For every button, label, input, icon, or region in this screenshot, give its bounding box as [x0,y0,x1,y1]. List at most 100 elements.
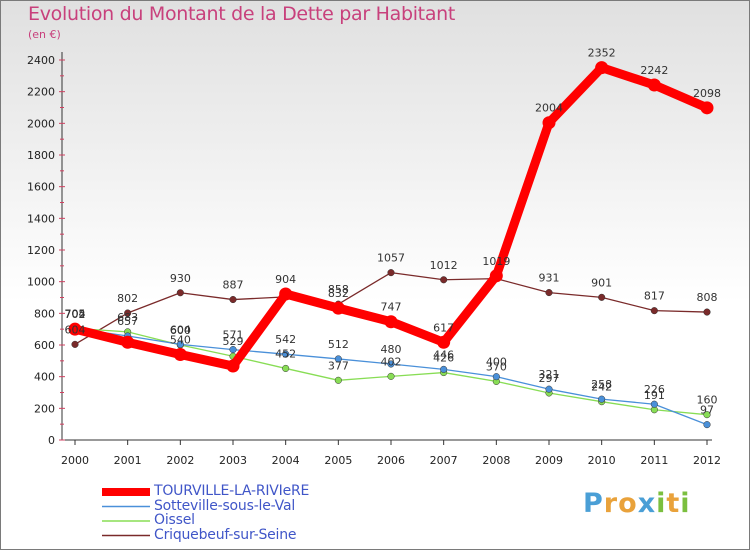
y-tick-label: 800 [34,307,55,320]
x-tick-label: 2007 [430,454,458,467]
data-label: 817 [644,290,665,303]
data-label: 683 [117,311,138,324]
logo-letter: i [680,488,691,519]
x-tick-label: 2001 [114,454,142,467]
data-label: 2242 [640,64,668,77]
data-label: 604 [65,323,86,336]
logo-letter: o [618,488,638,519]
data-point [229,346,237,354]
x-tick-label: 2006 [377,454,405,467]
data-point [650,400,658,408]
data-label: 226 [644,383,665,396]
y-tick-label: 2400 [27,54,55,67]
data-point [700,101,714,115]
data-label: 887 [223,279,244,292]
data-point [282,350,290,358]
chart-title: Evolution du Montant de la Dette par Hab… [28,3,456,25]
logo-letter: P [583,488,604,519]
data-label: 512 [328,338,349,351]
data-label: 321 [539,368,560,381]
data-label: 540 [170,334,191,347]
data-label: 930 [170,272,191,285]
logo-letter: x [637,488,657,519]
x-tick-label: 2012 [693,454,721,467]
y-tick-label: 2200 [27,86,55,99]
data-point [387,360,395,368]
x-tick-label: 2002 [166,454,194,467]
data-point [229,296,237,304]
data-point [703,308,711,316]
data-point [703,411,711,419]
data-label: 858 [328,283,349,296]
y-tick-label: 1400 [27,212,55,225]
data-label: 1019 [482,255,510,268]
data-label: 542 [275,333,296,346]
data-label: 705 [65,307,86,320]
x-tick-label: 2010 [588,454,616,467]
data-point [647,78,661,92]
data-point [334,376,342,384]
data-point [545,385,553,393]
data-label: 808 [697,291,718,304]
x-tick-label: 2004 [272,454,300,467]
data-label: 600 [170,324,191,337]
data-label: 258 [591,378,612,391]
data-label: 704 [65,308,86,321]
data-label: 2004 [535,102,563,115]
data-label: 2098 [693,87,721,100]
data-point [492,373,500,381]
data-label: 191 [644,389,665,402]
data-point [124,309,132,317]
chart-subtitle: (en €) [28,28,61,41]
legend-label-1: Sotteville-sous-le-Val [154,497,296,514]
x-tick-label: 2003 [219,454,247,467]
data-label: 452 [275,347,296,360]
y-tick-label: 2000 [27,117,55,130]
data-point [437,335,451,349]
data-label: 931 [539,272,560,285]
y-tick-label: 1200 [27,244,55,257]
data-point [650,307,658,315]
data-point [334,355,342,363]
data-label: 160 [697,394,718,407]
data-label: 400 [486,356,507,369]
data-label: 571 [223,329,244,342]
data-label: 1057 [377,252,405,265]
data-point [542,116,556,130]
x-tick-label: 2011 [640,454,668,467]
y-tick-label: 600 [34,339,55,352]
x-tick-label: 2009 [535,454,563,467]
data-point [489,269,503,283]
y-tick-label: 1600 [27,181,55,194]
data-point [121,335,135,349]
y-tick-label: 1000 [27,276,55,289]
logo-letter: r [603,488,619,519]
data-point [226,359,240,373]
data-label: 529 [223,335,244,348]
data-label: 1012 [430,259,458,272]
data-point [71,340,79,348]
data-label: 297 [539,372,560,385]
data-label: 402 [381,355,402,368]
logo-letter: i [656,488,667,519]
data-point [387,269,395,277]
data-label: 2352 [588,47,616,60]
legend-label-2: Oissel [154,512,195,528]
data-point [279,287,293,301]
y-tick-label: 1800 [27,149,55,162]
data-label: 604 [170,323,191,336]
data-point [440,365,448,373]
data-point [282,364,290,372]
y-tick-label: 0 [48,434,55,447]
data-point [331,301,345,315]
data-label: 747 [381,301,402,314]
data-label: 657 [117,315,138,328]
data-point [173,348,187,361]
legend-label-3: Criquebeuf-sur-Seine [154,526,297,543]
data-label: 242 [591,381,612,394]
data-label: 702 [65,308,86,321]
data-point [703,421,711,429]
y-tick-label: 400 [34,371,55,384]
data-label: 802 [117,292,138,305]
